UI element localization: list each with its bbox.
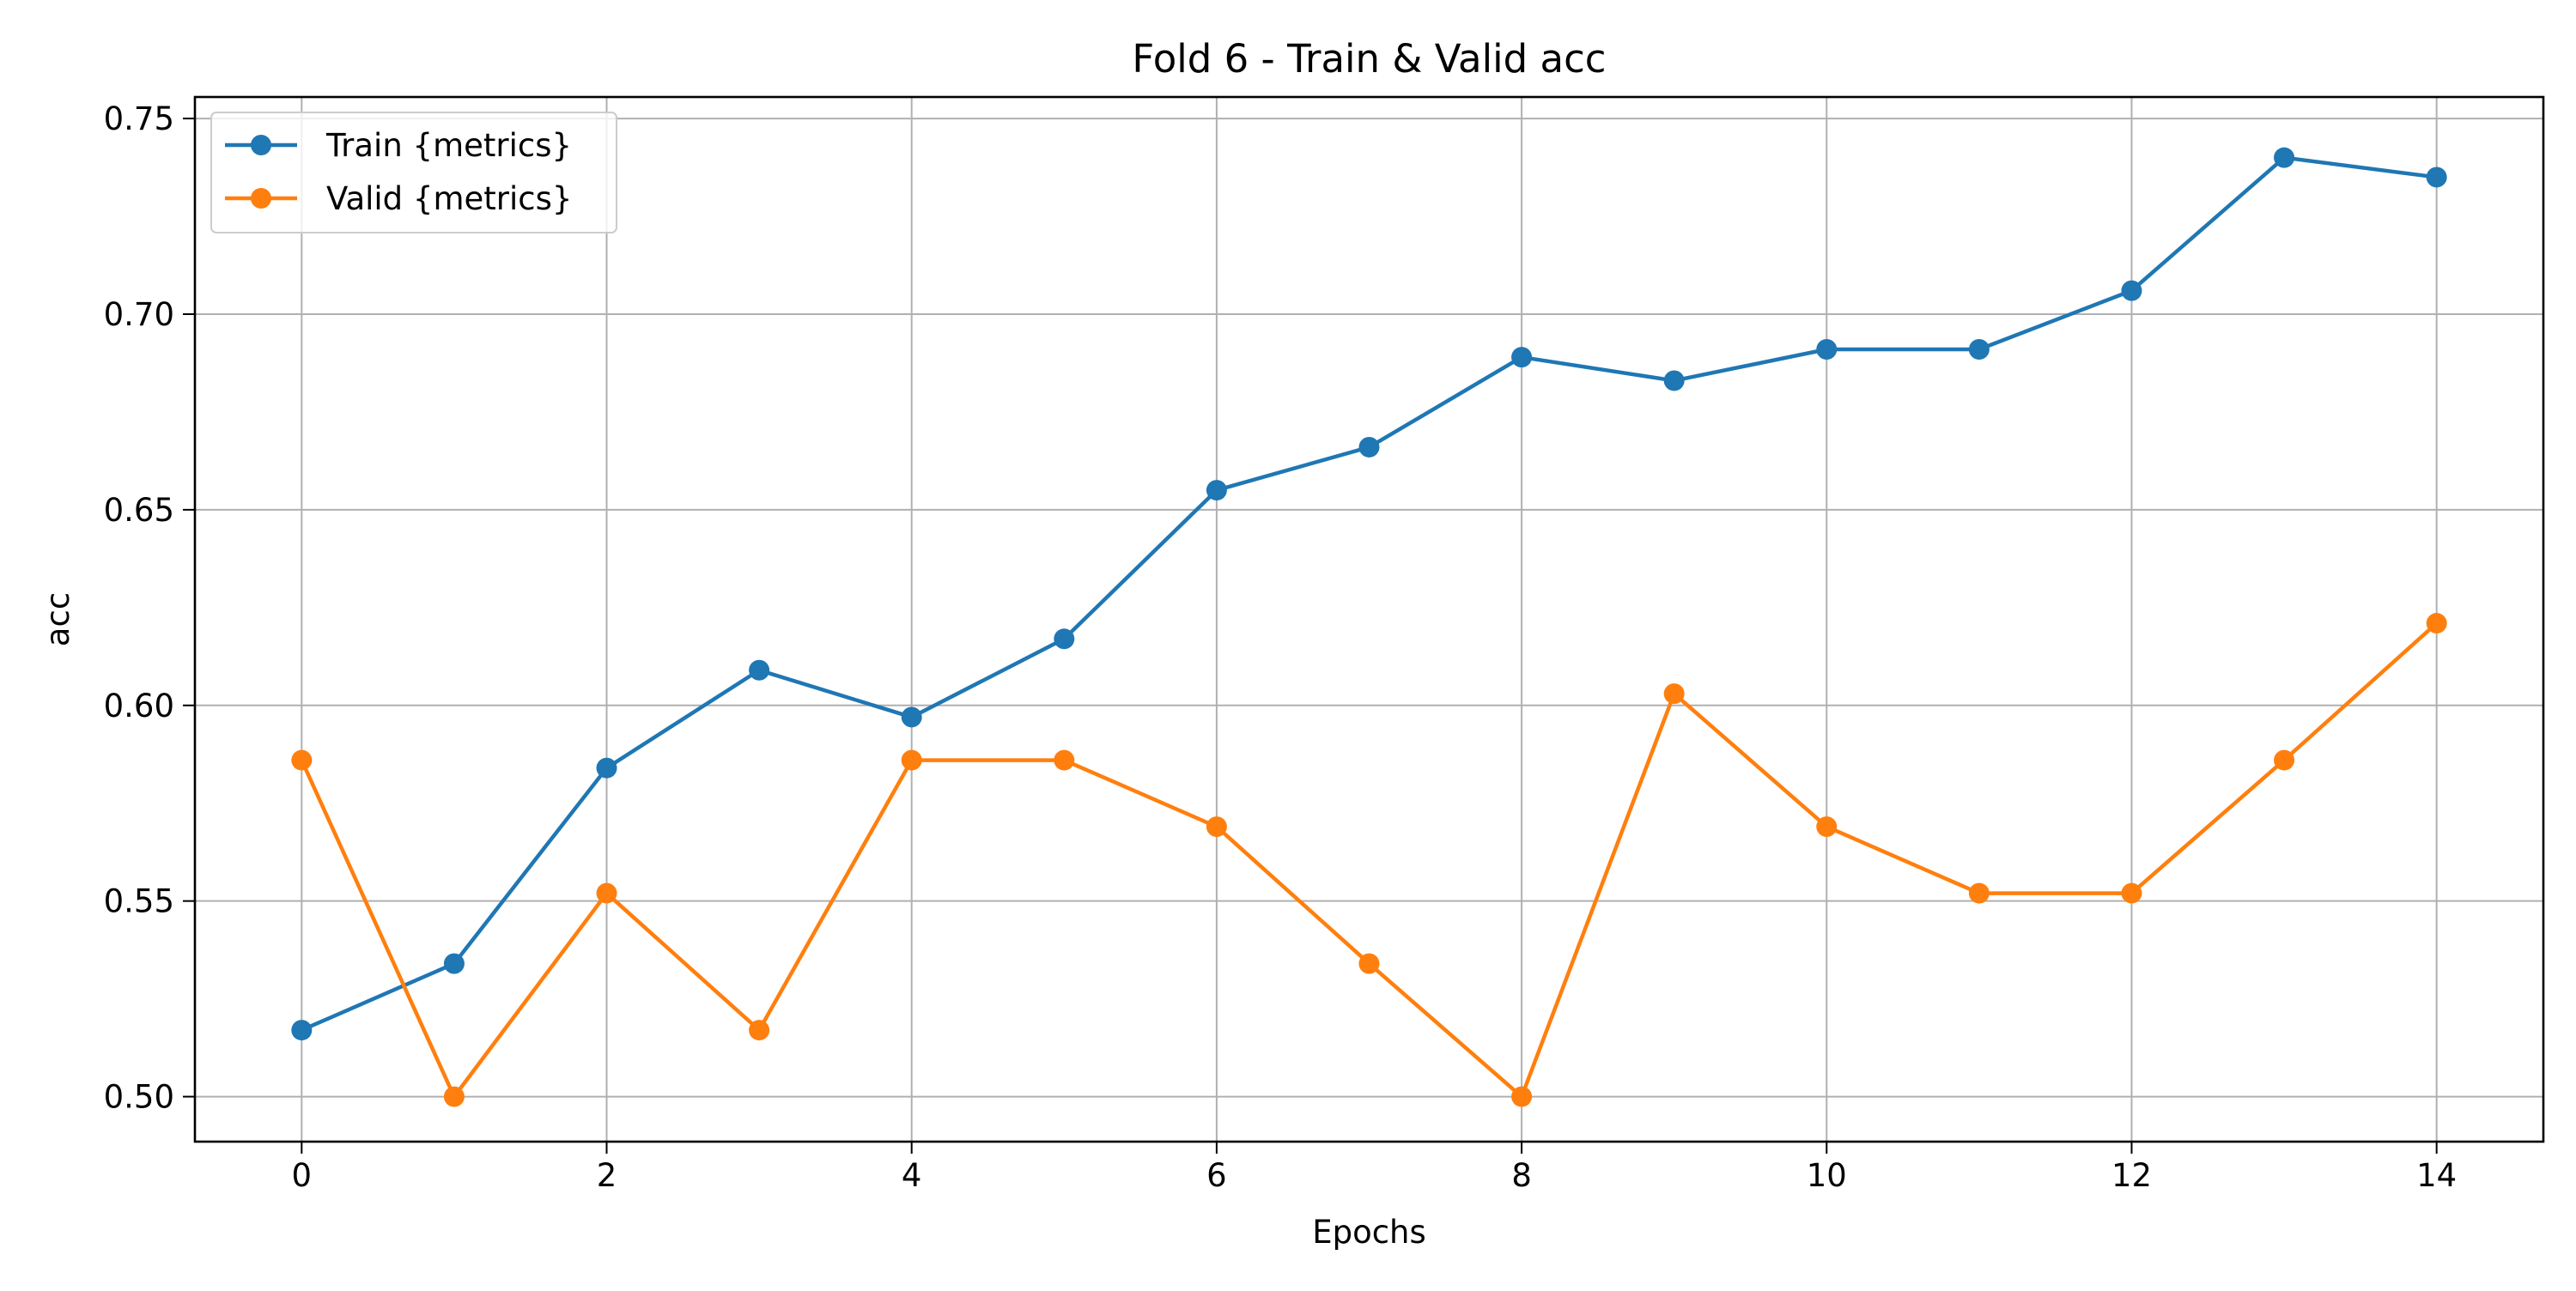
series-0 bbox=[291, 147, 2447, 1041]
legend-box bbox=[210, 112, 617, 233]
y-tick-label: 0.75 bbox=[104, 100, 174, 137]
y-tick-label: 0.55 bbox=[104, 883, 174, 920]
tick-labels: 0 2 4 6 8 10 12 14 0.50 0.55 0.60 0.65 0.70 0.75 bbox=[104, 100, 2458, 1194]
data-point bbox=[1511, 1086, 1533, 1107]
x-axis-label: Epochs bbox=[1312, 1214, 1426, 1251]
data-point bbox=[1663, 683, 1685, 705]
legend-label: Train {metrics} bbox=[325, 127, 572, 164]
legend-entry-0: Train {metrics} bbox=[225, 127, 572, 164]
y-axis-label: acc bbox=[39, 592, 76, 646]
data-point bbox=[291, 749, 313, 771]
data-point bbox=[2426, 167, 2447, 188]
y-tick-label: 0.50 bbox=[104, 1079, 174, 1116]
x-tick-label: 6 bbox=[1206, 1157, 1227, 1194]
data-point bbox=[1054, 749, 1075, 771]
data-point bbox=[749, 659, 770, 681]
data-point bbox=[2274, 749, 2295, 771]
x-tick-label: 2 bbox=[597, 1157, 617, 1194]
x-tick-label: 12 bbox=[2111, 1157, 2152, 1194]
data-point bbox=[1511, 347, 1533, 368]
data-point bbox=[2426, 613, 2447, 634]
data-point bbox=[2121, 280, 2142, 301]
data-point bbox=[1816, 338, 1838, 360]
data-point bbox=[901, 749, 922, 771]
data-point bbox=[901, 706, 922, 728]
data-point bbox=[1358, 953, 1380, 974]
y-tick-label: 0.65 bbox=[104, 492, 174, 529]
data-point bbox=[1054, 628, 1075, 650]
data-point bbox=[749, 1020, 770, 1041]
y-tick-label: 0.70 bbox=[104, 296, 174, 333]
chart-title: Fold 6 - Train & Valid acc bbox=[1132, 36, 1606, 82]
data-point bbox=[2274, 147, 2295, 168]
legend: Train {metrics} Valid {metrics} bbox=[210, 112, 617, 233]
x-tick-label: 4 bbox=[902, 1157, 922, 1194]
y-tick-label: 0.60 bbox=[104, 688, 174, 724]
x-tick-label: 14 bbox=[2416, 1157, 2457, 1194]
data-point bbox=[596, 757, 617, 779]
legend-entry-1: Valid {metrics} bbox=[225, 180, 572, 217]
data-point bbox=[1206, 816, 1227, 838]
data-point bbox=[1968, 338, 1990, 360]
data-point bbox=[1663, 370, 1685, 391]
data-point bbox=[596, 882, 617, 904]
data-point bbox=[1816, 816, 1838, 838]
legend-entries: Train {metrics} Valid {metrics} bbox=[225, 127, 572, 217]
data-point bbox=[443, 953, 465, 974]
axes-frame bbox=[193, 95, 2545, 1143]
x-tick-label: 8 bbox=[1511, 1157, 1532, 1194]
series-1 bbox=[291, 613, 2447, 1107]
data-point bbox=[2121, 882, 2142, 904]
series-layer bbox=[291, 147, 2447, 1107]
tick-marks bbox=[183, 118, 2438, 1154]
x-tick-label: 10 bbox=[1807, 1157, 1847, 1194]
grid-lines bbox=[195, 97, 2543, 1142]
data-point bbox=[1206, 480, 1227, 501]
data-point bbox=[1358, 436, 1380, 458]
x-tick-label: 0 bbox=[292, 1157, 313, 1194]
data-point bbox=[1968, 882, 1990, 904]
legend-label: Valid {metrics} bbox=[326, 180, 572, 217]
data-point bbox=[443, 1086, 465, 1107]
data-point bbox=[291, 1020, 313, 1041]
legend-marker bbox=[251, 188, 271, 209]
legend-marker bbox=[251, 135, 271, 155]
